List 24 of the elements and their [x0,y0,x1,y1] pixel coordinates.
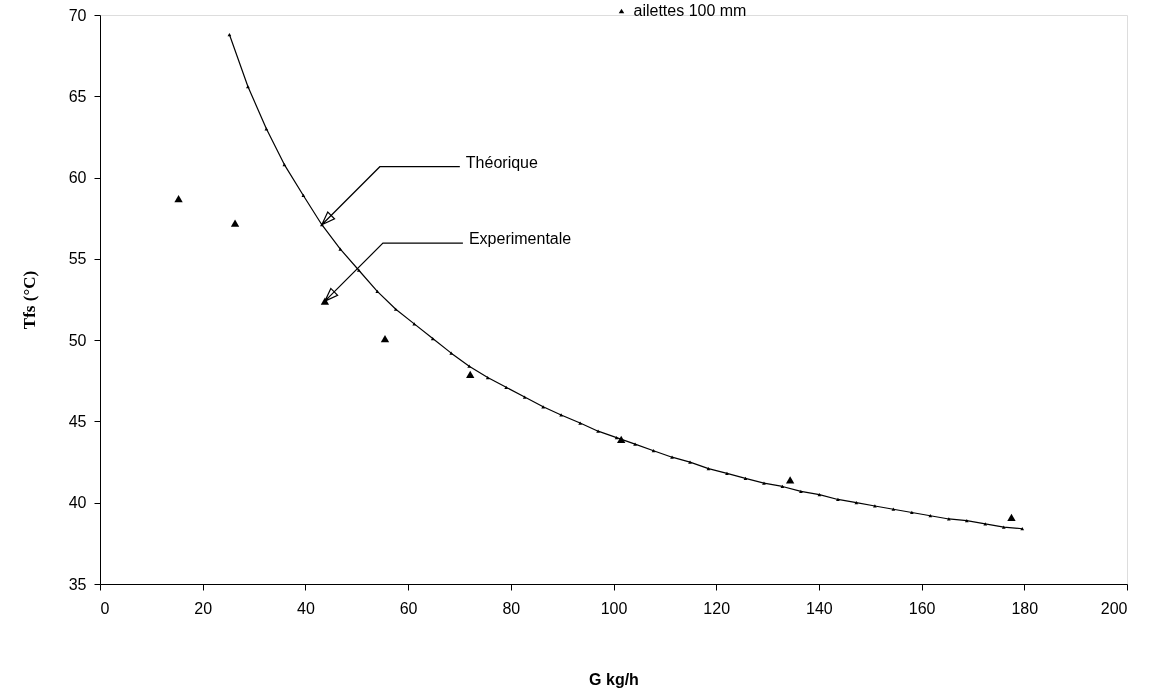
y-tick-label: 60 [68,169,87,187]
x-tick-label: 120 [703,599,731,617]
y-axis-title: Tfs (°C) [19,270,39,330]
x-tick-label: 140 [806,599,833,617]
y-tick-label: 35 [68,575,87,593]
y-tick-label: 70 [68,6,87,24]
annotation: Théorique [465,153,538,171]
x-tick-label: 80 [502,599,521,617]
y-tick-label: 45 [68,412,87,430]
x-tick-label: 40 [297,599,315,617]
y-tick-label: 40 [68,494,87,512]
annotation: Experimentale [468,230,572,248]
x-axis-title: G kg/h [589,670,639,688]
y-tick-label: 65 [68,87,87,105]
x-tick-label: 160 [908,599,936,617]
y-tick-label: 55 [68,250,87,268]
x-tick-label: 0 [100,599,110,617]
x-tick-label: 180 [1011,599,1039,617]
x-tick-label: 100 [600,599,628,617]
legend-label: ailettes 100 mm [633,2,747,19]
x-tick-label: 200 [1100,599,1128,617]
y-tick-label: 50 [68,331,87,349]
x-tick-label: 60 [399,599,418,617]
x-tick-label: 20 [194,599,213,617]
